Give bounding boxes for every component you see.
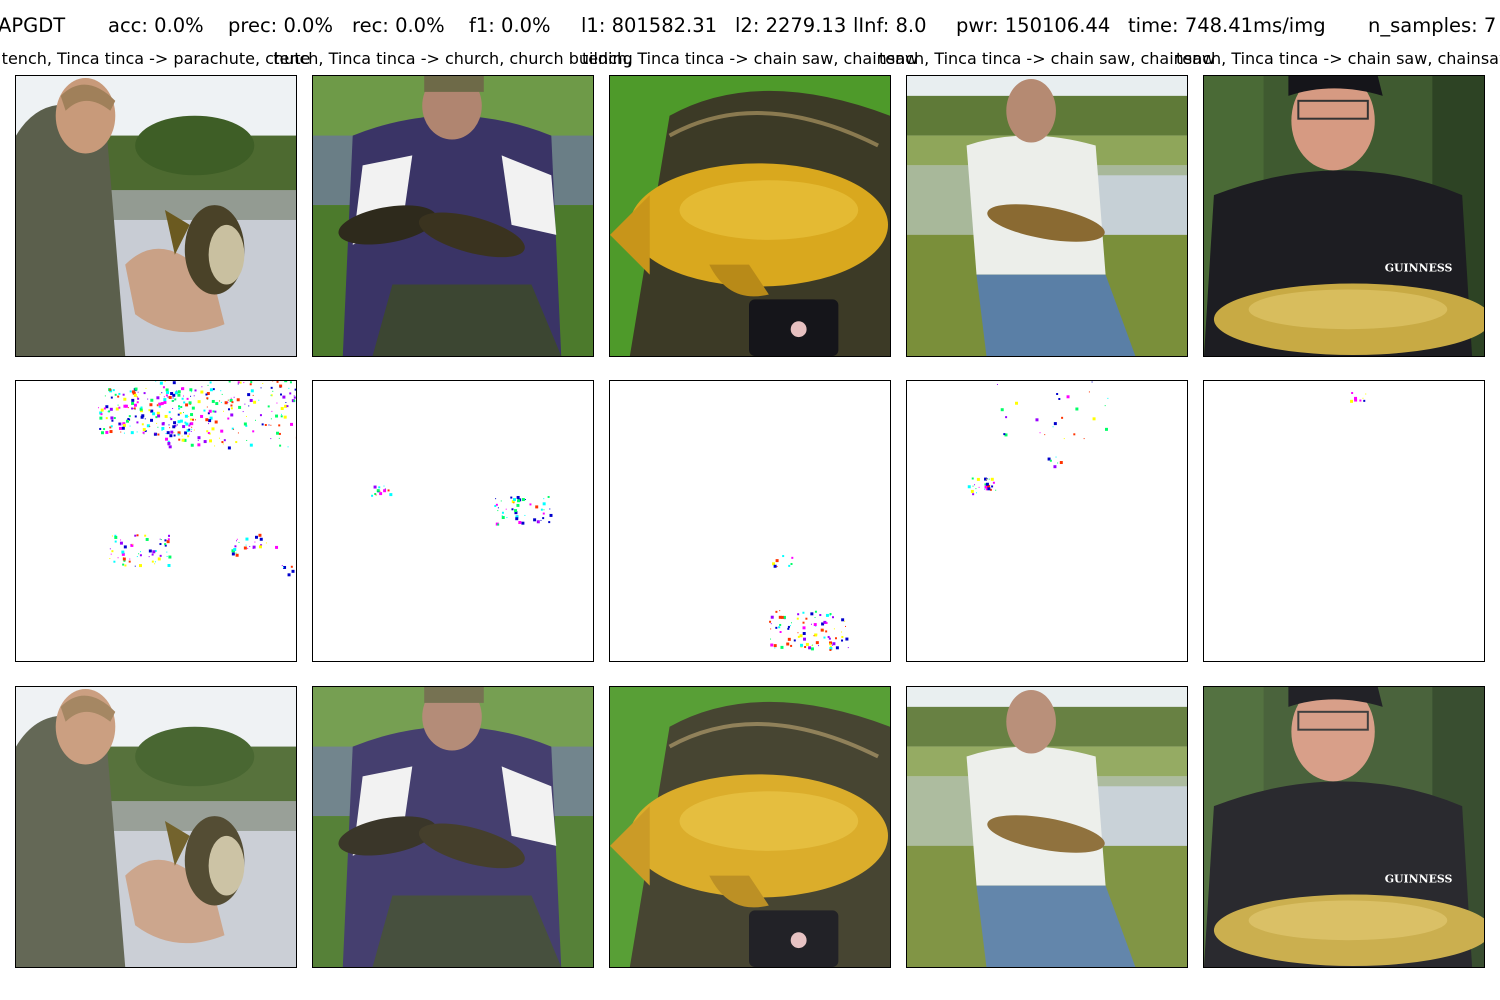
metrics-header: APGDT acc: 0.0% prec: 0.0% rec: 0.0% f1:…	[0, 14, 1500, 44]
caption-col-5: tench, Tinca tinca -> chain saw, chainsa…	[1175, 49, 1500, 68]
perturbation-image-1-graphic	[16, 381, 296, 661]
metric-f1: f1: 0.0%	[469, 14, 551, 37]
perturbation-image-1	[15, 380, 297, 662]
column-captions: tench, Tinca tinca -> parachute, chute t…	[0, 49, 1500, 71]
perturbation-image-4	[906, 380, 1188, 662]
caption-col-3: tench, Tinca tinca -> chain saw, chainsa…	[581, 49, 919, 68]
original-image-5-graphic: GUINNESS	[1204, 76, 1484, 356]
adversarial-image-4-graphic	[907, 687, 1187, 967]
perturbation-image-2	[312, 380, 594, 662]
perturbation-image-3	[609, 380, 891, 662]
metric-prec: prec: 0.0%	[228, 14, 333, 37]
original-image-2	[312, 75, 594, 357]
original-image-3-graphic	[610, 76, 890, 356]
caption-col-1: tench, Tinca tinca -> parachute, chute	[1, 49, 311, 68]
original-image-4	[906, 75, 1188, 357]
perturbation-image-5	[1203, 380, 1485, 662]
adversarial-image-5: GUINNESS	[1203, 686, 1485, 968]
caption-col-2: tench, Tinca tinca -> church, church bui…	[273, 49, 633, 68]
metric-rec: rec: 0.0%	[352, 14, 445, 37]
adversarial-image-5-graphic: GUINNESS	[1204, 687, 1484, 967]
adversarial-image-3-graphic	[610, 687, 890, 967]
caption-col-4: tench, Tinca tinca -> chain saw, chainsa…	[878, 49, 1216, 68]
metric-time: time: 748.41ms/img	[1128, 14, 1326, 37]
original-image-4-graphic	[907, 76, 1187, 356]
metric-pwr: pwr: 150106.44	[956, 14, 1111, 37]
metric-linf: lInf: 8.0	[853, 14, 927, 37]
method-name: APGDT	[0, 14, 66, 37]
svg-text:GUINNESS: GUINNESS	[1385, 873, 1453, 886]
metric-l1: l1: 801582.31	[581, 14, 718, 37]
adversarial-image-1-graphic	[16, 687, 296, 967]
original-image-5: GUINNESS	[1203, 75, 1485, 357]
adversarial-image-4	[906, 686, 1188, 968]
perturbation-image-4-graphic	[907, 381, 1187, 661]
original-image-1-graphic	[16, 76, 296, 356]
perturbation-image-3-graphic	[610, 381, 890, 661]
perturbation-image-5-graphic	[1204, 381, 1484, 661]
perturbation-image-2-graphic	[313, 381, 593, 661]
adversarial-image-2-graphic	[313, 687, 593, 967]
adversarial-image-2	[312, 686, 594, 968]
metric-acc: acc: 0.0%	[108, 14, 204, 37]
metric-l2: l2: 2279.13	[735, 14, 847, 37]
original-image-2-graphic	[313, 76, 593, 356]
metric-n-samples: n_samples: 7	[1368, 14, 1497, 37]
original-image-1	[15, 75, 297, 357]
original-image-3	[609, 75, 891, 357]
adversarial-image-3	[609, 686, 891, 968]
adversarial-image-1	[15, 686, 297, 968]
svg-text:GUINNESS: GUINNESS	[1385, 262, 1453, 275]
